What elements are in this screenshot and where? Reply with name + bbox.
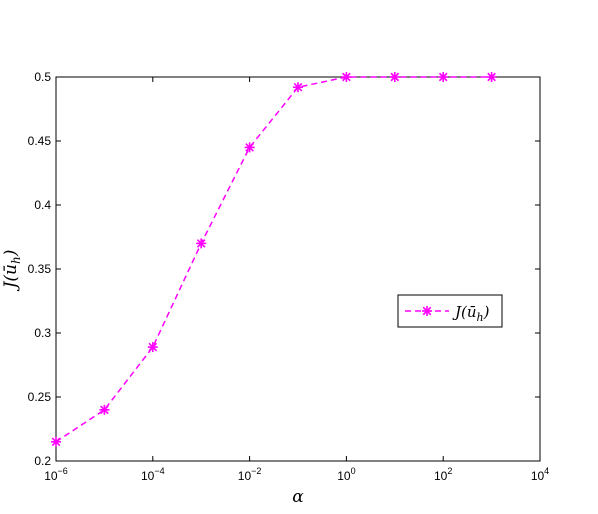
x-tick-label: 10−4: [141, 466, 165, 483]
svg-text:J(ūh): J(ūh): [1, 250, 23, 292]
y-tick-label: 0.5: [34, 70, 51, 84]
data-point-marker: [341, 72, 352, 82]
data-point-marker: [147, 342, 158, 353]
data-point-marker: [389, 72, 400, 82]
y-tick-label: 0.4: [34, 198, 51, 212]
y-tick-label: 0.2: [34, 454, 51, 468]
data-point-marker: [486, 72, 497, 82]
legend: J(ūh): [397, 294, 503, 328]
legend-marker-icon: [422, 306, 432, 316]
data-point-marker: [196, 238, 207, 249]
x-tick-label: 100: [337, 466, 355, 483]
data-point-marker: [438, 72, 449, 82]
y-tick-label: 0.35: [28, 262, 52, 276]
data-point-marker: [244, 142, 255, 153]
y-tick-label: 0.25: [28, 390, 52, 404]
series-layer: [51, 72, 497, 447]
x-tick-label: 104: [531, 466, 549, 483]
y-tick-label: 0.3: [34, 326, 51, 340]
x-tick-label: 10−6: [44, 466, 68, 483]
plot-area: [55, 76, 541, 462]
y-axis-ticks: 0.2 0.25 0.3 0.35 0.4 0.45 0.5: [28, 70, 540, 468]
data-point-marker: [99, 404, 110, 415]
x-axis-label: α: [292, 487, 304, 507]
x-tick-label: 102: [434, 466, 452, 483]
legend-asterisk: [422, 306, 432, 316]
data-point-marker: [293, 82, 303, 93]
y-tick-label: 0.45: [28, 134, 52, 148]
data-point-marker: [51, 436, 61, 447]
y-axis-label: J(ūh): [1, 250, 23, 292]
legend-entry-label: J(ūh): [452, 303, 490, 324]
x-tick-label: 10−2: [238, 466, 262, 483]
